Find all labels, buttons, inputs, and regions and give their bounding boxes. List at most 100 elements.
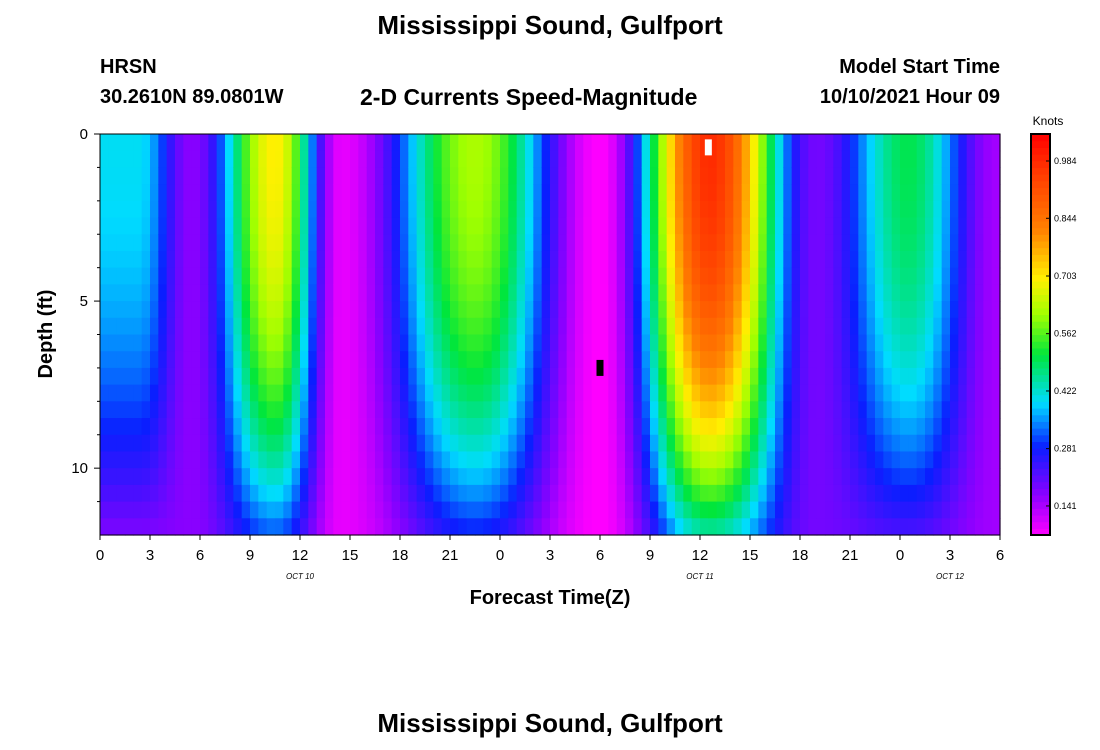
heatmap-cell bbox=[216, 334, 226, 352]
heatmap-cell bbox=[216, 301, 226, 319]
heatmap-cell bbox=[841, 284, 851, 302]
heatmap-cell bbox=[350, 234, 359, 252]
heatmap-cell bbox=[416, 401, 426, 419]
heatmap-cell bbox=[166, 150, 176, 169]
heatmap-cell bbox=[483, 317, 493, 336]
heatmap-cell bbox=[325, 384, 334, 402]
heatmap-cell bbox=[466, 334, 476, 352]
heatmap-cell bbox=[608, 217, 618, 235]
heatmap-cell bbox=[533, 334, 543, 352]
heatmap-cell bbox=[500, 234, 509, 252]
heatmap-cell bbox=[591, 250, 601, 269]
heatmap-cell bbox=[925, 301, 934, 319]
heatmap-cell bbox=[650, 234, 659, 252]
heatmap-cell bbox=[908, 484, 918, 503]
heatmap-cell bbox=[583, 217, 593, 235]
heatmap-cell bbox=[325, 501, 334, 519]
heatmap-cell bbox=[866, 468, 876, 486]
heatmap-cell bbox=[666, 334, 676, 352]
heatmap-cell bbox=[941, 301, 951, 319]
heatmap-cell bbox=[550, 451, 559, 469]
heatmap-cell bbox=[691, 267, 701, 285]
heatmap-cell bbox=[225, 301, 234, 319]
heatmap-cell bbox=[133, 167, 143, 185]
heatmap-cell bbox=[183, 518, 193, 536]
heatmap-cell bbox=[650, 217, 659, 235]
heatmap-cell bbox=[475, 518, 484, 536]
heatmap-cell bbox=[858, 234, 868, 252]
heatmap-cell bbox=[183, 301, 193, 319]
heatmap-cell bbox=[108, 418, 118, 436]
heatmap-cell bbox=[141, 501, 151, 519]
heatmap-cell bbox=[100, 518, 109, 536]
heatmap-cell bbox=[983, 451, 993, 469]
heatmap-cell bbox=[616, 167, 626, 185]
heatmap-cell bbox=[275, 468, 284, 486]
heatmap-cell bbox=[491, 367, 501, 386]
heatmap-cell bbox=[891, 250, 901, 269]
heatmap-cell bbox=[341, 150, 351, 169]
heatmap-cell bbox=[808, 384, 818, 402]
heatmap-cell bbox=[625, 250, 634, 269]
x-tick-label: 21 bbox=[842, 547, 859, 564]
heatmap-cell bbox=[166, 418, 176, 436]
heatmap-cell bbox=[425, 317, 434, 336]
heatmap-cell bbox=[616, 250, 626, 269]
heatmap-cell bbox=[166, 401, 176, 419]
heatmap-cell bbox=[108, 518, 118, 536]
heatmap-cell bbox=[933, 484, 943, 503]
heatmap-cell bbox=[316, 351, 326, 369]
heatmap-cell bbox=[491, 167, 501, 185]
heatmap-cell bbox=[358, 434, 368, 453]
colorbar-segment bbox=[1031, 154, 1050, 162]
heatmap-cell bbox=[783, 434, 793, 453]
heatmap-cell bbox=[100, 200, 109, 219]
colorbar-segment bbox=[1031, 134, 1050, 142]
colorbar-segment bbox=[1031, 488, 1050, 496]
heatmap-cell bbox=[658, 351, 668, 369]
colorbar-segment bbox=[1031, 448, 1050, 456]
heatmap-cell bbox=[533, 501, 543, 519]
heatmap-cell bbox=[400, 334, 409, 352]
heatmap-cell bbox=[441, 301, 451, 319]
heatmap-cell bbox=[783, 351, 793, 369]
heatmap-cell bbox=[225, 434, 234, 453]
heatmap-cell bbox=[175, 167, 184, 185]
heatmap-cell bbox=[333, 434, 343, 453]
heatmap-cell bbox=[900, 200, 909, 219]
heatmap-cell bbox=[116, 217, 126, 235]
heatmap-cell bbox=[775, 518, 784, 536]
heatmap-cell bbox=[116, 484, 126, 503]
heatmap-cell bbox=[666, 401, 676, 419]
heatmap-cell bbox=[616, 518, 626, 536]
heatmap-cell bbox=[625, 167, 634, 185]
heatmap-cell bbox=[275, 367, 284, 386]
heatmap-cell bbox=[683, 334, 693, 352]
heatmap-cell bbox=[800, 384, 809, 402]
heatmap-cell bbox=[866, 501, 876, 519]
heatmap-cell bbox=[700, 418, 709, 436]
heatmap-cell bbox=[200, 468, 209, 486]
heatmap-cell bbox=[775, 367, 784, 386]
heatmap-cell bbox=[241, 418, 251, 436]
heatmap-cell bbox=[183, 250, 193, 269]
heatmap-cell bbox=[833, 317, 843, 336]
heatmap-cell bbox=[533, 267, 543, 285]
heatmap-cell bbox=[341, 351, 351, 369]
heatmap-cell bbox=[900, 501, 909, 519]
heatmap-cell bbox=[733, 501, 743, 519]
heatmap-cell bbox=[450, 284, 459, 302]
heatmap-cell bbox=[458, 501, 468, 519]
heatmap-cell bbox=[641, 418, 651, 436]
heatmap-cell bbox=[675, 434, 684, 453]
heatmap-cell bbox=[933, 200, 943, 219]
heatmap-cell bbox=[516, 334, 526, 352]
heatmap-cell bbox=[966, 301, 976, 319]
heatmap-cell bbox=[366, 501, 376, 519]
heatmap-cell bbox=[800, 484, 809, 503]
heatmap-cell bbox=[925, 217, 934, 235]
heatmap-cell bbox=[391, 217, 401, 235]
heatmap-cell bbox=[225, 401, 234, 419]
heatmap-cell bbox=[675, 250, 684, 269]
